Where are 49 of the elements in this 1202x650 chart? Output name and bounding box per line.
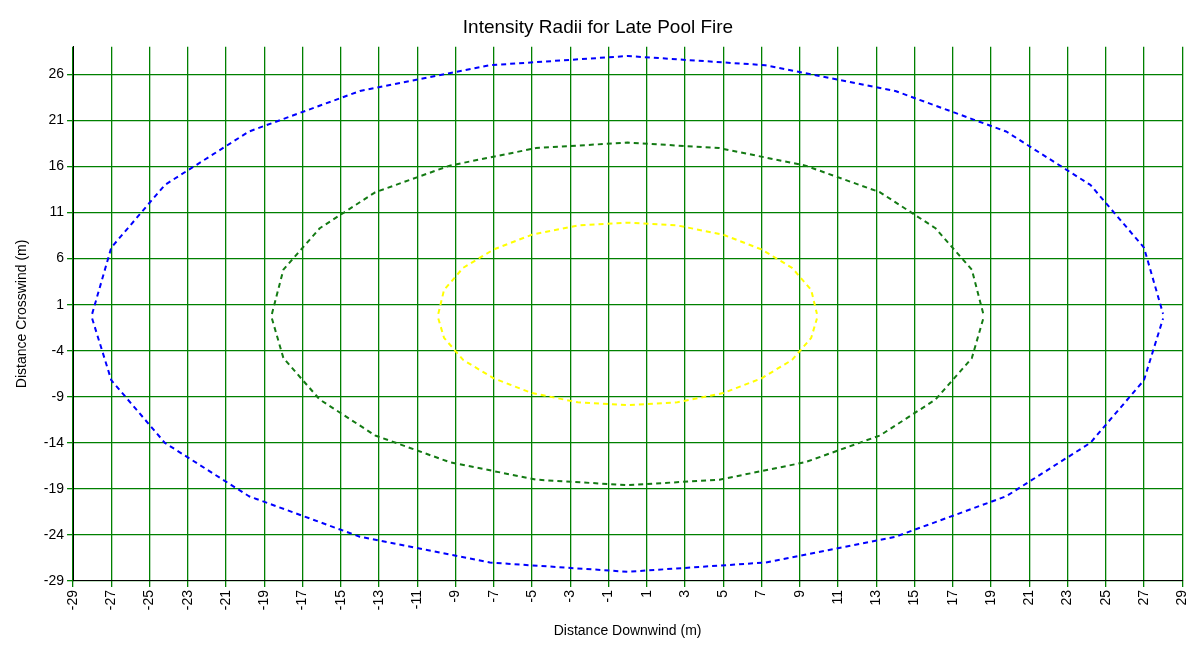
x-tick-label: -3 [561,589,578,603]
x-tick-label: 13 [867,589,884,606]
x-tick-label: 11 [828,589,845,605]
x-tick-label: 5 [714,589,731,598]
x-tick-label: 29 [1173,589,1190,606]
y-tick-label: -9 [51,387,65,404]
x-tick-label: 9 [790,589,807,598]
y-tick-label: 26 [48,65,65,82]
x-tick-label: 17 [943,589,960,606]
x-tick-label: 25 [1096,589,1113,606]
chart-title: Intensity Radii for Late Pool Fire [462,15,734,37]
x-tick-label: 27 [1134,589,1151,606]
x-tick-label: -27 [102,589,119,611]
x-tick-label: -9 [446,589,463,603]
line-series [437,317,818,407]
y-tick-label: 16 [48,157,65,174]
y-tick-label: 1 [56,295,65,312]
x-axis-title: Distance Downwind (m) [553,622,702,639]
x-tick-label: -13 [369,589,386,611]
y-tick-label: 21 [48,111,65,128]
x-tick-label: -7 [484,589,501,603]
x-tick-label: 15 [905,589,922,606]
y-tick-label: 6 [56,249,65,266]
x-tick-label: 23 [1058,589,1075,606]
x-tick-label: 3 [675,589,692,598]
x-tick-label: -21 [216,589,233,611]
x-tick-label: 7 [752,589,769,598]
y-tick-label: -19 [43,479,65,496]
line-series [91,317,1165,573]
x-tick-label: -5 [522,589,539,603]
x-tick-label: -17 [293,589,310,611]
x-tick-label: -1 [599,589,616,603]
x-tick-label: -15 [331,589,348,611]
y-tick-label: 11 [49,203,65,220]
x-tick-label: -19 [255,589,272,611]
x-tick-label: 1 [637,589,654,598]
x-tick-label: -23 [178,589,195,611]
line-series [270,141,985,315]
x-tick-label: -11 [408,589,425,610]
x-tick-label: 19 [981,589,998,606]
x-tick-label: 21 [1020,589,1037,606]
line-series [270,317,985,487]
y-tick-label: -4 [51,341,65,358]
y-tick-label: -24 [43,525,65,542]
line-series [437,221,818,315]
y-axis-title: Distance Crosswind (m) [13,239,30,389]
line-series [91,55,1165,315]
x-tick-label: -25 [140,589,157,611]
y-tick-label: -14 [43,433,65,450]
